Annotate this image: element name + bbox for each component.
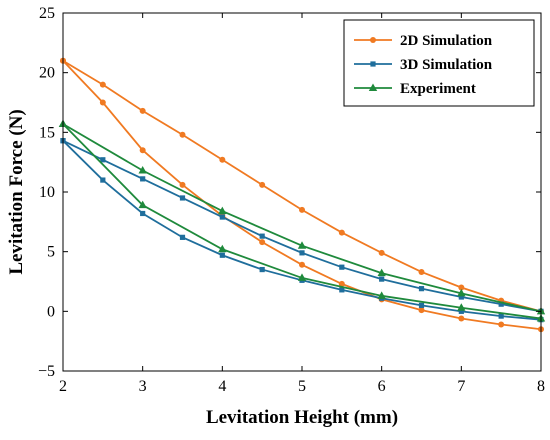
data-point xyxy=(179,131,186,138)
axis-ticks: 2 3 4 5 6 7 8 −5 0 5 10 15 20 25 xyxy=(38,5,545,395)
data-point xyxy=(458,315,465,322)
data-point xyxy=(140,176,146,182)
data-point xyxy=(498,313,504,319)
data-point xyxy=(377,291,386,299)
y-tick-label: 0 xyxy=(47,303,55,320)
y-tick-label: −5 xyxy=(38,363,55,380)
data-point xyxy=(457,303,466,311)
data-point xyxy=(259,233,265,239)
data-point xyxy=(378,249,385,256)
data-point xyxy=(138,166,147,174)
legend-label: 2D Simulation xyxy=(400,33,493,49)
x-tick-label: 8 xyxy=(537,378,545,395)
data-point xyxy=(458,308,464,314)
data-point xyxy=(259,266,265,273)
legend-box xyxy=(343,19,535,107)
data-point xyxy=(219,156,226,163)
data-point xyxy=(259,239,266,246)
data-point xyxy=(418,268,425,275)
data-point xyxy=(339,264,345,270)
data-point xyxy=(218,244,227,253)
data-point xyxy=(370,37,376,43)
data-point xyxy=(297,273,307,281)
data-point xyxy=(99,99,106,106)
data-point xyxy=(179,234,186,240)
x-tick-label: 4 xyxy=(218,378,226,395)
series-line xyxy=(62,123,542,313)
y-tick-label: 15 xyxy=(39,124,55,141)
data-point xyxy=(179,181,186,188)
data-point xyxy=(139,147,146,154)
y-tick-label: 5 xyxy=(47,244,55,261)
data-point xyxy=(458,294,464,300)
data-point xyxy=(100,177,106,183)
data-point xyxy=(299,206,305,213)
data-point xyxy=(498,301,504,307)
data-point xyxy=(418,302,425,308)
data-point xyxy=(259,181,266,188)
x-tick-label: 7 xyxy=(457,378,465,395)
data-point xyxy=(338,229,345,236)
data-point xyxy=(458,284,465,291)
data-point xyxy=(457,288,466,297)
data-point xyxy=(140,210,146,217)
data-point xyxy=(299,261,305,268)
y-tick-label: 20 xyxy=(39,65,55,82)
data-point xyxy=(299,250,305,256)
data-point xyxy=(377,268,386,277)
x-tick-label: 3 xyxy=(139,378,147,395)
data-point xyxy=(179,195,186,201)
x-tick-label: 5 xyxy=(298,378,306,395)
y-axis-title: Levitation Force (N) xyxy=(6,109,27,274)
data-point xyxy=(297,241,307,249)
x-axis-title: Levitation Height (mm) xyxy=(206,407,398,428)
y-tick-label: 25 xyxy=(39,5,55,22)
data-point xyxy=(218,206,227,215)
data-point xyxy=(368,83,378,91)
series-line xyxy=(62,140,542,321)
data-point xyxy=(418,307,425,314)
data-point xyxy=(139,107,146,114)
data-point xyxy=(418,286,425,292)
data-point xyxy=(370,61,376,67)
data-point xyxy=(339,287,345,293)
legend-label: 3D Simulation xyxy=(400,57,493,73)
data-point xyxy=(219,214,225,220)
x-tick-label: 2 xyxy=(59,378,67,395)
data-point xyxy=(100,157,106,163)
data-point xyxy=(138,200,147,209)
legend-label: Experiment xyxy=(400,81,476,97)
y-tick-label: 10 xyxy=(39,184,55,201)
data-point xyxy=(219,252,225,258)
data-point xyxy=(99,81,106,88)
data-point xyxy=(498,321,505,328)
series-experiment xyxy=(58,119,546,322)
data-point xyxy=(379,276,385,282)
plot-area xyxy=(58,57,546,333)
x-tick-label: 6 xyxy=(378,378,386,395)
legend: 2D Simulation 3D Simulation Experiment xyxy=(343,19,535,107)
data-point xyxy=(338,280,345,287)
